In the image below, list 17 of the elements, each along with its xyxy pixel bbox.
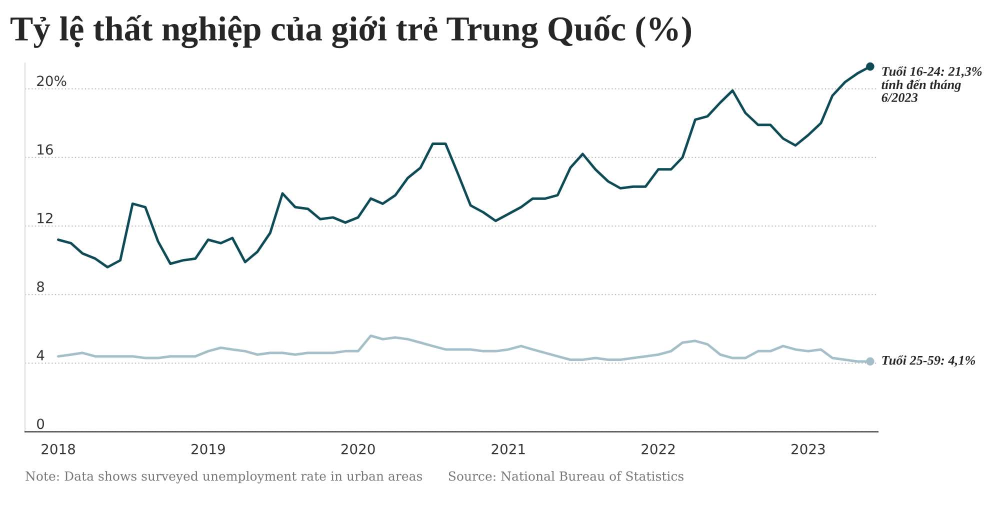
y-tick-label: 4 [36,350,44,360]
chart-title: Tỷ lệ thất nghiệp của giới trẻ Trung Quốc (%) [10,15,691,48]
source-note: Source: National Bureau of Statistics [448,471,684,481]
y-tick-label: 8 [37,281,44,292]
text: Note: Data shows surveyed unemployment rate in urban areas [26,471,422,484]
y-tick-label: 0 [37,418,44,430]
x-tick-label: 2019 [192,444,225,454]
y-tick-label: 20% [37,76,66,86]
x-tick-label: 2023 [792,444,825,454]
x-tick-label: 2022 [642,444,675,454]
x-tick-label: 2020 [341,444,375,454]
annotation: Tuổi 25-59: 4,1% [882,355,976,367]
x-tick-label: 2021 [492,444,525,454]
y-tick-label: 12 [38,212,52,224]
y-tick-label: 16 [38,144,53,155]
annotation: Tuổi 16-24: 21,3% tính đến tháng 6/2023 [882,66,982,102]
x-tick-label: 2018 [42,444,75,454]
